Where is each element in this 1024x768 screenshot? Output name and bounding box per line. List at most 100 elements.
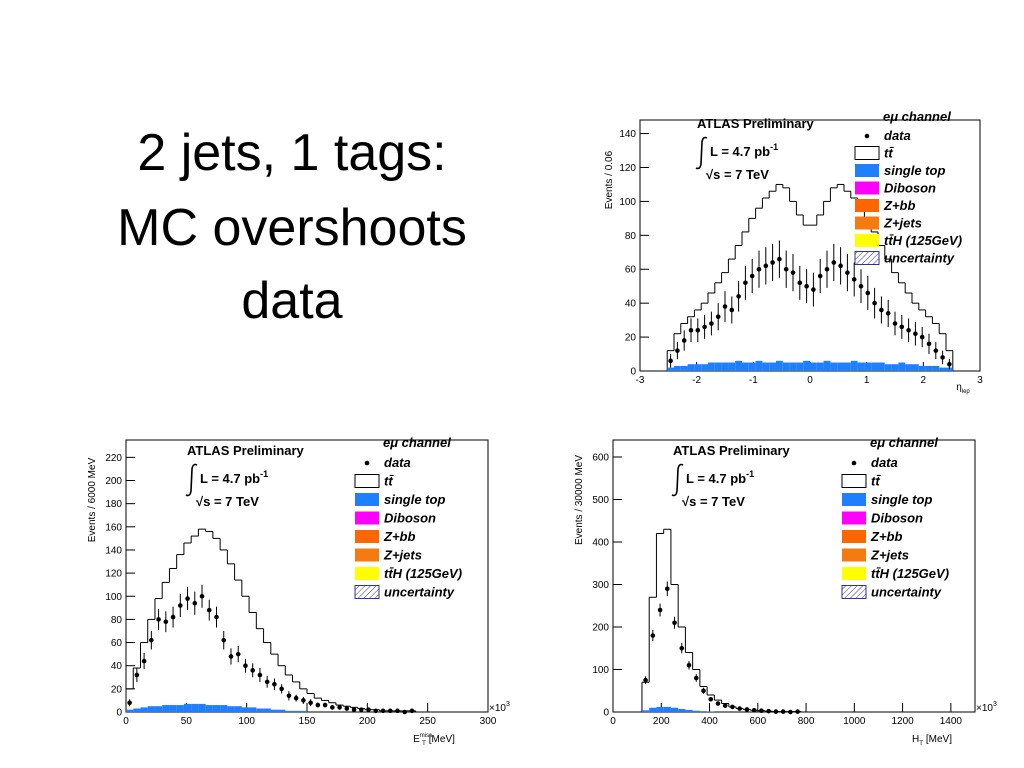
data-point — [380, 708, 386, 714]
legend-label: Z+bb — [383, 529, 415, 544]
bar — [769, 362, 776, 371]
y-tick-label: 600 — [592, 453, 609, 464]
bar — [678, 709, 686, 712]
data-point — [749, 273, 755, 279]
data-point — [192, 600, 198, 606]
data-point — [127, 700, 132, 706]
data-point — [668, 358, 673, 364]
x-tick-label: 1400 — [940, 716, 963, 727]
lumi-exp: -1 — [746, 469, 754, 479]
bar — [742, 362, 749, 371]
bar — [701, 364, 708, 371]
x-label-main: H — [912, 734, 919, 745]
data-point — [858, 283, 864, 289]
bar — [292, 710, 300, 712]
legend-label: data — [871, 455, 898, 470]
data-point — [730, 704, 735, 710]
bar — [227, 706, 235, 712]
data-point — [308, 700, 313, 706]
bar — [249, 707, 257, 712]
data-point — [395, 708, 400, 714]
plot-frame — [125, 439, 489, 713]
bar — [905, 364, 912, 371]
data-point — [879, 307, 884, 313]
data-point — [199, 593, 205, 599]
bar — [837, 362, 844, 371]
slide-title-line: data — [241, 272, 342, 330]
bar — [649, 707, 657, 712]
x-label-main: E — [413, 734, 420, 745]
legend-swatch — [354, 585, 380, 599]
data-point — [279, 686, 284, 692]
legend-swatch — [841, 474, 867, 488]
y-axis-label: Events / 0.06 — [604, 150, 615, 209]
bar — [685, 709, 693, 712]
lumi-text: L = 4.7 pb — [200, 471, 260, 486]
bar — [932, 365, 940, 371]
legend-swatch — [842, 567, 866, 580]
x-tick-label: 200 — [653, 716, 670, 727]
y-tick-label: 220 — [105, 453, 122, 464]
data-point — [947, 361, 952, 367]
data-point — [766, 708, 771, 714]
x-label-sub: lep — [962, 389, 971, 395]
x-tick-label: 0 — [807, 375, 813, 386]
y-axis-label: Events / 6000 MeV — [87, 457, 98, 542]
data-point — [214, 614, 219, 620]
data-point — [845, 270, 850, 275]
data-point — [788, 709, 793, 715]
data-point — [221, 637, 227, 643]
legend-label: data — [884, 128, 911, 143]
data-point — [681, 338, 687, 343]
legend-swatch — [855, 181, 879, 195]
legend-swatch — [355, 530, 379, 543]
data-point — [913, 331, 918, 336]
data-point — [228, 654, 234, 659]
x-label-unit: [MeV] — [429, 734, 455, 745]
bar — [776, 360, 783, 371]
bar — [735, 360, 742, 371]
bar — [850, 360, 858, 371]
data-point — [715, 314, 721, 320]
data-point — [702, 324, 707, 330]
data-point — [899, 324, 905, 330]
legend-label: uncertainty — [884, 251, 955, 266]
bar — [680, 365, 688, 371]
data-point — [872, 300, 877, 306]
x-tick-label: 300 — [480, 716, 497, 727]
legend-label: Diboson — [384, 511, 436, 526]
slide-title-line: 2 jets, 1 tags: — [137, 124, 446, 182]
bar — [270, 709, 279, 712]
y-tick-label: 200 — [105, 476, 122, 487]
legend-marker — [851, 460, 857, 466]
bar — [925, 365, 933, 371]
y-tick-label: 40 — [625, 299, 637, 310]
x-label-sub: T — [422, 741, 426, 747]
bar — [789, 362, 797, 371]
y-tick-label: 200 — [592, 623, 609, 634]
y-tick-label: 120 — [619, 163, 636, 174]
y-tick-label: 100 — [592, 665, 609, 676]
data-point — [736, 294, 741, 299]
bar — [126, 709, 134, 712]
bar — [803, 360, 810, 371]
lumi-label: L = 4.7 pb-1 — [200, 469, 268, 486]
bar — [864, 362, 872, 371]
data-point — [250, 668, 255, 673]
y-tick-label: 120 — [105, 569, 122, 580]
x-tick-label: 1200 — [891, 716, 914, 727]
atlas-label: ATLAS Preliminary — [673, 443, 791, 458]
bar — [154, 706, 163, 712]
data-point — [926, 341, 932, 347]
data-point — [315, 702, 321, 708]
data-point — [751, 708, 757, 713]
energy-label: √s = 7 TeV — [196, 494, 259, 509]
x-multiplier: ×103 — [976, 701, 997, 714]
channel-label: eμ channel — [383, 435, 451, 450]
data-point — [134, 672, 140, 678]
data-point — [665, 586, 670, 592]
data-point — [695, 327, 701, 333]
data-point — [777, 256, 782, 262]
data-point — [675, 348, 680, 353]
bar — [762, 362, 770, 371]
